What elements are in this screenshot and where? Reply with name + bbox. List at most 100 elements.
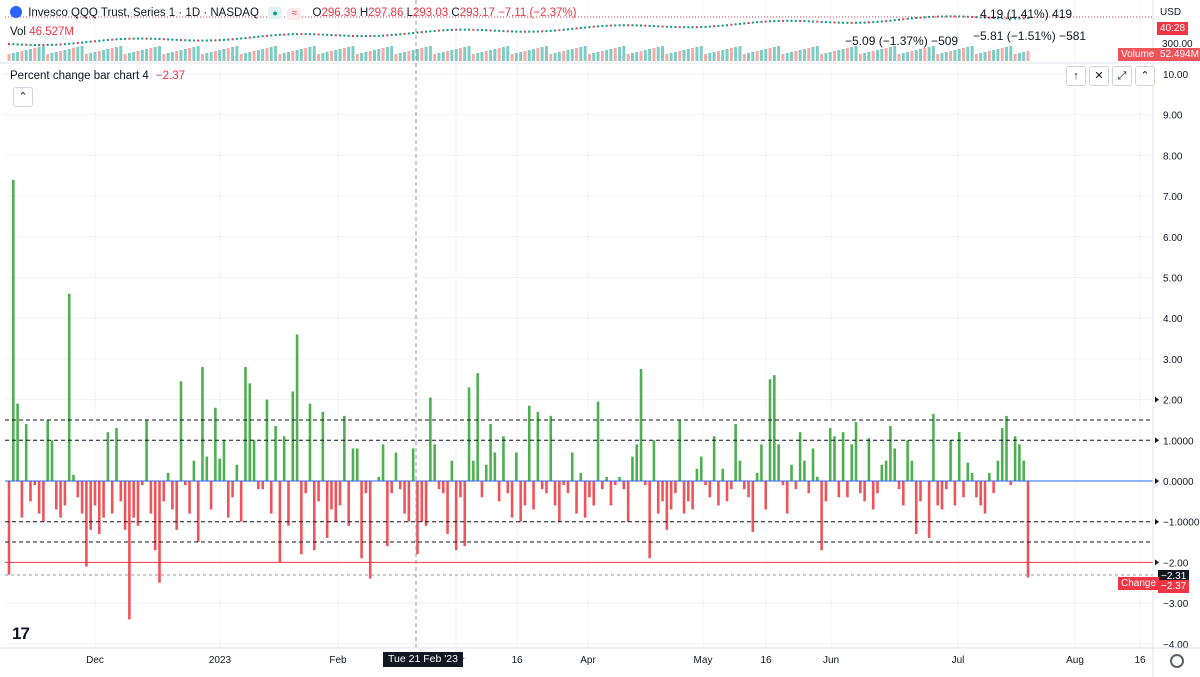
price-candle — [235, 37, 238, 40]
settings-gear-icon[interactable] — [1170, 654, 1184, 668]
bar — [446, 481, 449, 534]
bar — [803, 460, 806, 481]
eye-icon[interactable]: ● — [268, 7, 283, 19]
collapse-legend-button[interactable]: ⌃ — [13, 87, 33, 107]
price-candle — [545, 30, 548, 33]
ohlc-low-label: L — [406, 7, 413, 19]
bar — [489, 424, 492, 481]
bar — [196, 481, 200, 543]
price-candle — [248, 36, 251, 39]
bar — [158, 481, 161, 583]
volume-bar — [630, 53, 634, 61]
volume-bar — [613, 48, 617, 61]
volume-bar — [248, 52, 252, 61]
bar — [936, 481, 939, 506]
volume-bar — [140, 50, 144, 61]
price-candle — [8, 43, 10, 45]
indicator-legend[interactable]: Percent change bar chart 4 −2.37 — [10, 70, 185, 82]
volume-bar — [454, 49, 458, 61]
volume-bar — [497, 48, 501, 61]
volume-bar — [562, 51, 566, 61]
price-candle — [472, 28, 475, 31]
price-candle — [304, 33, 307, 36]
bar — [545, 481, 548, 494]
volume-bar — [162, 54, 166, 61]
currency-label[interactable]: USD — [1160, 7, 1182, 18]
price-candle — [863, 21, 866, 24]
volume-bar — [966, 47, 970, 61]
bar — [889, 426, 892, 481]
bar — [983, 481, 987, 514]
volume-bar — [592, 53, 596, 61]
price-candle — [291, 33, 294, 36]
price-candle — [996, 17, 999, 20]
price-candle — [859, 21, 862, 24]
price-candle — [984, 16, 987, 19]
y-tick-label: −1.0000 — [1163, 518, 1200, 529]
price-candle — [55, 43, 58, 46]
bar — [549, 415, 553, 481]
price-candle — [558, 29, 561, 32]
y-tick-label: 7.00 — [1163, 192, 1183, 203]
price-candle — [721, 24, 724, 27]
maximize-pane-button[interactable]: ⤢ — [1112, 66, 1132, 86]
bar — [669, 481, 673, 510]
close-pane-button[interactable]: ✕ — [1089, 66, 1109, 86]
volume-bar — [837, 50, 841, 61]
price-candle — [691, 26, 694, 29]
bar — [807, 481, 811, 494]
volume-legend[interactable]: Vol 46.527M — [10, 26, 74, 38]
bar — [816, 476, 819, 481]
bar — [149, 481, 153, 514]
price-candle — [171, 38, 174, 41]
bar — [893, 448, 897, 481]
price-candle — [450, 28, 453, 31]
y-tick-label: −4.00 — [1163, 640, 1189, 651]
bar — [222, 440, 226, 481]
vol-label: Vol — [10, 26, 26, 38]
bar — [476, 373, 479, 481]
price-candle — [149, 37, 152, 40]
bar — [824, 481, 828, 502]
collapse-pane-button[interactable]: ⌃ — [1135, 66, 1155, 86]
x-tick-label: May — [694, 655, 713, 666]
volume-bar — [136, 51, 140, 61]
volume-bar — [673, 52, 677, 61]
bar — [12, 179, 15, 481]
volume-bar — [953, 50, 957, 61]
volume-bar — [996, 49, 1000, 61]
bar — [467, 387, 471, 481]
volume-bar — [661, 46, 665, 61]
bar — [588, 481, 591, 498]
volume-bar — [540, 47, 544, 61]
price-candle — [162, 38, 165, 41]
volume-bar — [286, 52, 290, 61]
volume-bar — [811, 47, 815, 61]
price-candle — [1001, 17, 1004, 20]
bar — [687, 481, 690, 502]
volume-bar — [901, 53, 905, 61]
volume-bar — [385, 47, 389, 61]
price-candle — [1018, 17, 1021, 20]
tradingview-logo[interactable]: 17 — [12, 624, 30, 643]
bar — [420, 481, 424, 522]
volume-bar — [76, 47, 80, 61]
price-candle — [554, 29, 557, 32]
wave-icon[interactable]: ≈ — [287, 8, 302, 20]
volume-bar — [704, 54, 708, 61]
bar — [506, 481, 510, 494]
symbol-legend[interactable]: Invesco QQQ Trust, Series 1 · 1D · NASDA… — [10, 6, 577, 20]
bar — [876, 481, 879, 494]
bar — [833, 436, 836, 481]
volume-bar — [974, 54, 978, 61]
bar — [93, 481, 97, 506]
bar — [618, 476, 621, 481]
volume-bar — [781, 54, 785, 61]
y-tick-label: 8.00 — [1163, 151, 1183, 162]
price-candle — [339, 34, 342, 37]
volume-bar — [506, 46, 510, 61]
bar — [742, 481, 746, 490]
move-pane-up-button[interactable]: ↑ — [1066, 66, 1086, 86]
volume-bar — [347, 47, 351, 61]
price-candle — [270, 34, 273, 37]
